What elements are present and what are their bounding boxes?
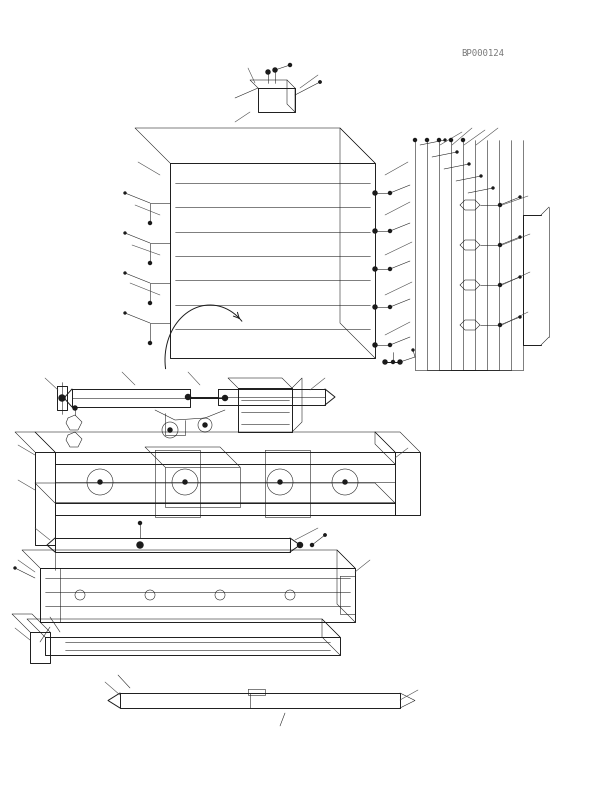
Circle shape: [373, 305, 377, 309]
Circle shape: [392, 360, 395, 363]
Circle shape: [388, 344, 392, 346]
Circle shape: [319, 81, 321, 83]
Circle shape: [137, 542, 143, 548]
Circle shape: [98, 480, 102, 484]
Circle shape: [498, 323, 501, 327]
Circle shape: [456, 151, 458, 153]
Circle shape: [149, 261, 152, 265]
Circle shape: [412, 349, 414, 351]
Circle shape: [288, 64, 291, 67]
Circle shape: [492, 187, 494, 189]
Circle shape: [149, 301, 152, 305]
Circle shape: [124, 192, 126, 194]
Circle shape: [168, 428, 172, 432]
Circle shape: [373, 267, 377, 271]
Circle shape: [438, 138, 441, 141]
Circle shape: [223, 396, 228, 400]
Circle shape: [183, 480, 187, 484]
Circle shape: [124, 312, 126, 314]
Circle shape: [278, 480, 282, 484]
Circle shape: [388, 229, 392, 232]
Circle shape: [498, 283, 501, 287]
Circle shape: [373, 191, 377, 195]
Circle shape: [73, 406, 77, 410]
Circle shape: [426, 138, 429, 141]
Circle shape: [311, 543, 313, 546]
Circle shape: [519, 316, 521, 318]
Circle shape: [138, 521, 141, 524]
Circle shape: [124, 272, 126, 274]
Circle shape: [388, 192, 392, 195]
Circle shape: [498, 203, 501, 206]
Circle shape: [324, 534, 326, 536]
Circle shape: [388, 305, 392, 309]
Circle shape: [373, 343, 377, 347]
Circle shape: [519, 196, 521, 198]
Circle shape: [124, 232, 126, 234]
Circle shape: [186, 395, 191, 400]
Circle shape: [373, 229, 377, 233]
Circle shape: [519, 276, 521, 278]
Circle shape: [468, 163, 470, 165]
Circle shape: [273, 68, 277, 72]
Circle shape: [519, 236, 521, 238]
Circle shape: [343, 480, 347, 484]
Circle shape: [14, 567, 16, 569]
Circle shape: [398, 360, 402, 364]
Text: BP000124: BP000124: [461, 49, 504, 58]
Circle shape: [480, 175, 482, 177]
Circle shape: [461, 138, 464, 141]
Circle shape: [383, 360, 387, 364]
Circle shape: [149, 341, 152, 345]
Circle shape: [297, 542, 302, 547]
Circle shape: [203, 423, 207, 427]
Circle shape: [149, 221, 152, 225]
Circle shape: [59, 395, 65, 401]
Circle shape: [450, 138, 452, 141]
Circle shape: [266, 70, 270, 74]
Circle shape: [444, 139, 446, 141]
Circle shape: [413, 138, 416, 141]
Circle shape: [498, 243, 501, 246]
Circle shape: [388, 268, 392, 271]
